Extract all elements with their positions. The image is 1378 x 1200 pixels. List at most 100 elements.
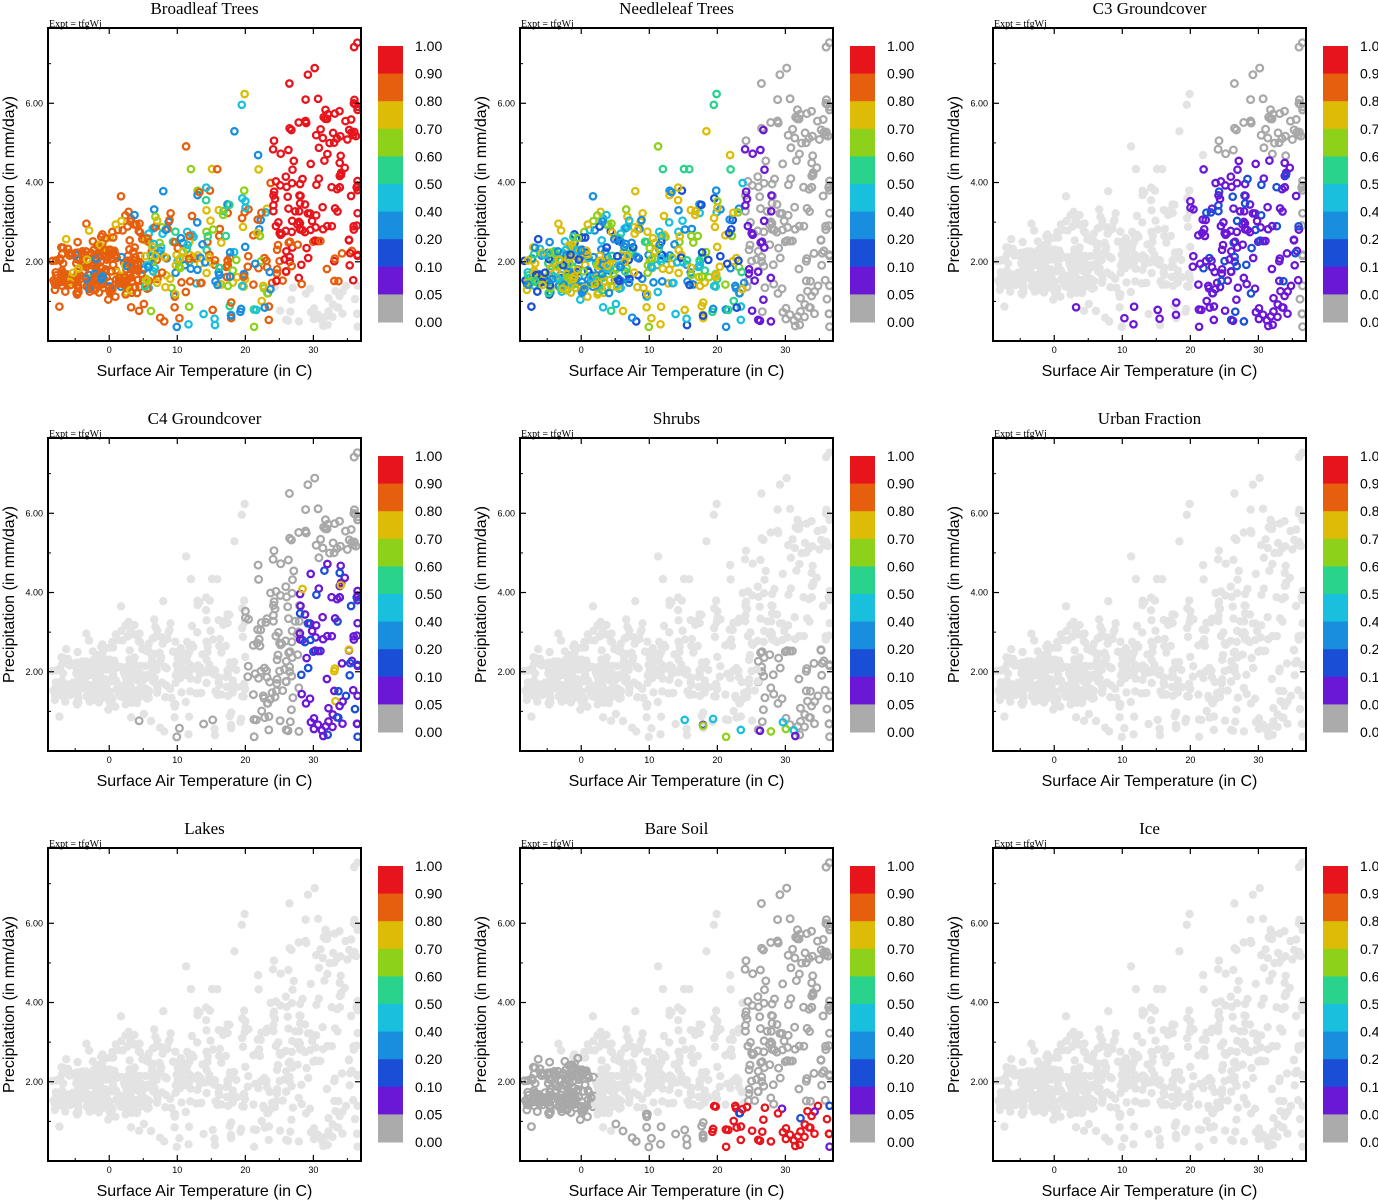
data-point bbox=[352, 719, 362, 729]
data-point bbox=[684, 164, 694, 174]
data-point bbox=[721, 322, 731, 332]
data-point bbox=[346, 115, 356, 124]
data-point bbox=[1232, 637, 1242, 647]
data-point bbox=[1120, 254, 1130, 263]
data-point bbox=[1177, 255, 1186, 265]
data-point bbox=[818, 191, 828, 201]
data-point bbox=[319, 1141, 328, 1151]
data-point bbox=[232, 665, 241, 675]
data-point bbox=[177, 1098, 186, 1107]
data-point bbox=[1047, 665, 1057, 674]
data-point bbox=[1251, 159, 1261, 169]
data-point bbox=[996, 666, 1006, 675]
data-point bbox=[642, 713, 651, 722]
data-point bbox=[1294, 225, 1304, 234]
data-point bbox=[239, 272, 249, 282]
data-point bbox=[342, 544, 352, 554]
data-point bbox=[301, 1109, 311, 1118]
data-point bbox=[352, 1129, 362, 1138]
data-point bbox=[623, 251, 632, 261]
data-point bbox=[790, 202, 800, 212]
data-point bbox=[215, 634, 224, 644]
data-point bbox=[217, 1058, 226, 1067]
data-point bbox=[284, 145, 293, 155]
data-point bbox=[1295, 294, 1305, 304]
data-point bbox=[284, 204, 293, 213]
data-point bbox=[593, 211, 602, 220]
data-point bbox=[643, 227, 652, 237]
data-point bbox=[794, 264, 804, 274]
data-point bbox=[283, 316, 293, 325]
data-point bbox=[1270, 548, 1279, 558]
plot-frame bbox=[47, 27, 362, 342]
data-point bbox=[759, 261, 769, 271]
data-point bbox=[325, 958, 334, 968]
colorbar-label: 0.10 bbox=[415, 259, 442, 275]
data-point bbox=[737, 267, 747, 277]
data-point bbox=[527, 302, 536, 311]
data-point bbox=[184, 664, 194, 673]
data-point bbox=[214, 263, 224, 273]
data-point bbox=[153, 1036, 162, 1045]
data-point bbox=[312, 180, 321, 190]
data-point bbox=[1257, 180, 1266, 190]
data-point bbox=[1228, 192, 1238, 202]
data-point bbox=[51, 666, 61, 675]
data-point bbox=[213, 280, 222, 290]
data-point bbox=[334, 1123, 343, 1132]
data-point bbox=[243, 262, 253, 272]
data-point bbox=[678, 216, 687, 226]
data-point bbox=[1198, 150, 1208, 160]
data-point bbox=[573, 233, 583, 243]
data-point bbox=[607, 228, 617, 237]
x-tick-label: 20 bbox=[712, 755, 722, 765]
data-point bbox=[239, 1092, 248, 1101]
data-point bbox=[808, 580, 818, 590]
data-point bbox=[1159, 673, 1169, 682]
data-point bbox=[1098, 216, 1107, 225]
data-point bbox=[1291, 191, 1301, 201]
colorbar-swatch bbox=[378, 566, 403, 595]
data-point bbox=[767, 617, 776, 626]
data-point bbox=[1217, 245, 1227, 255]
colorbar-label: 0.10 bbox=[1360, 669, 1378, 685]
expt-label: Expt = tfgWj bbox=[994, 19, 1047, 30]
data-point bbox=[301, 915, 310, 924]
data-point bbox=[744, 675, 754, 684]
data-point bbox=[109, 246, 119, 256]
data-point bbox=[799, 593, 808, 602]
data-point bbox=[240, 499, 249, 509]
colorbar-swatch bbox=[850, 239, 875, 268]
colorbar-swatch bbox=[378, 594, 403, 623]
data-point bbox=[1230, 237, 1240, 247]
expt-label: Expt = tfgWj bbox=[49, 19, 102, 30]
data-point bbox=[752, 665, 761, 674]
data-point bbox=[566, 250, 575, 260]
data-point bbox=[264, 315, 274, 325]
data-point bbox=[311, 130, 321, 140]
data-point bbox=[68, 660, 77, 669]
data-point bbox=[348, 685, 358, 695]
data-point bbox=[272, 276, 281, 286]
data-point bbox=[297, 1099, 306, 1109]
data-point bbox=[775, 663, 785, 673]
data-point bbox=[1218, 240, 1228, 250]
data-point bbox=[1079, 306, 1089, 315]
data-point bbox=[624, 688, 634, 697]
data-point bbox=[177, 688, 186, 697]
colorbar-label: 0.05 bbox=[1360, 696, 1378, 712]
data-point bbox=[726, 575, 735, 584]
data-point bbox=[237, 100, 247, 110]
data-point bbox=[656, 730, 665, 739]
data-point bbox=[1095, 615, 1104, 624]
data-point bbox=[1210, 267, 1220, 277]
data-point bbox=[287, 216, 297, 226]
data-point bbox=[773, 288, 783, 298]
data-point bbox=[647, 724, 656, 733]
data-point bbox=[321, 722, 331, 731]
colorbar-swatch bbox=[1323, 46, 1348, 75]
data-point bbox=[734, 256, 743, 266]
data-point bbox=[286, 1127, 295, 1136]
data-point bbox=[721, 280, 730, 289]
data-point bbox=[210, 666, 220, 675]
